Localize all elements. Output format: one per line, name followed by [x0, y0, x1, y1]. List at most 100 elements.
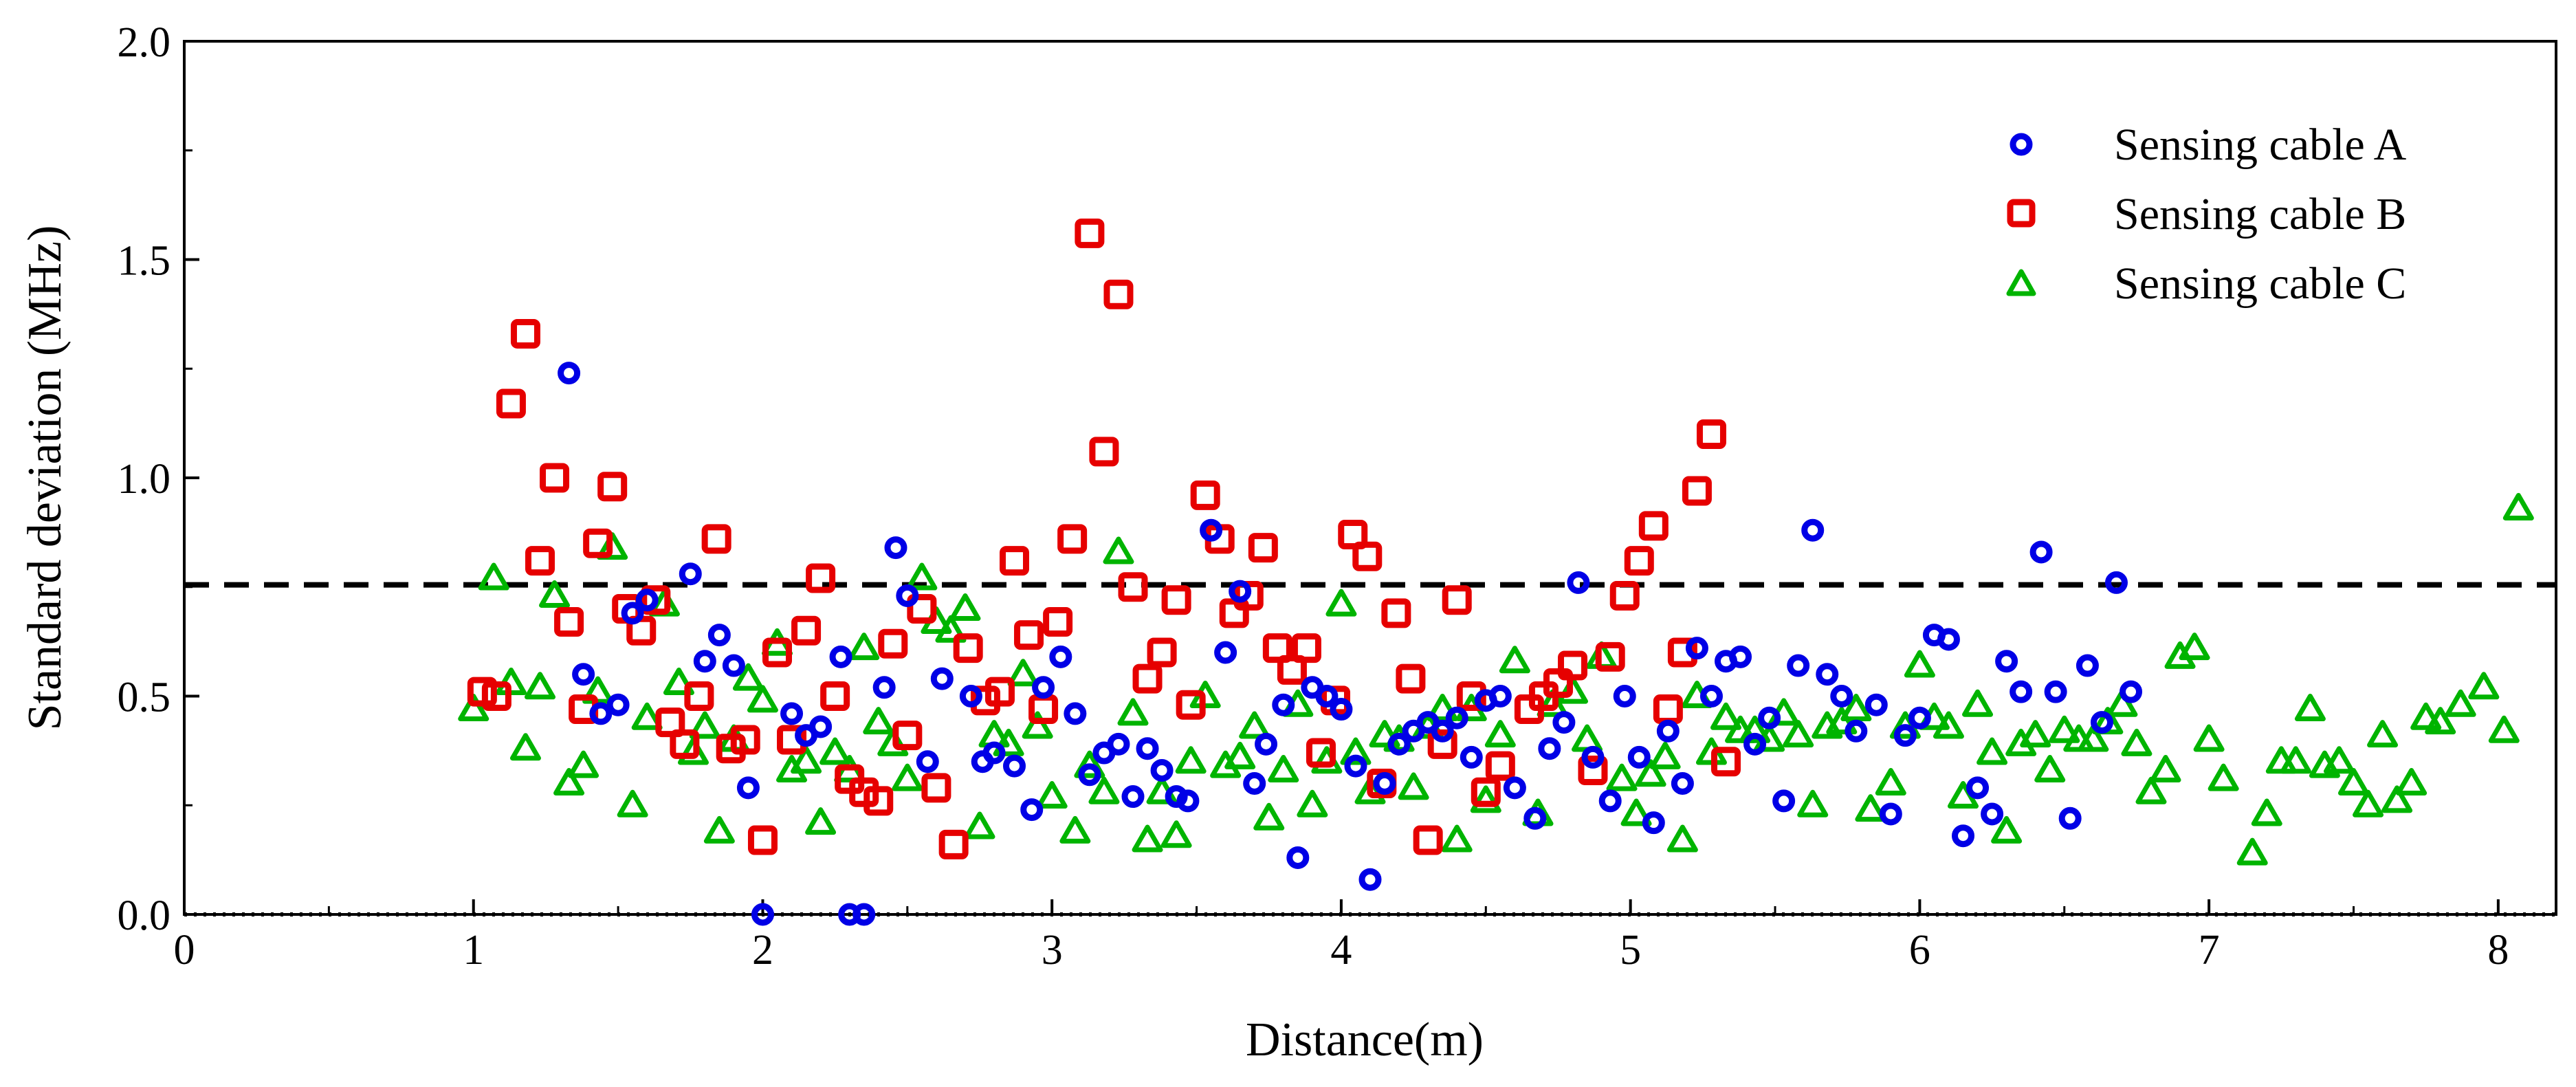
legend-item-sensing-cable-a[interactable]: Sensing cable A — [2010, 120, 2407, 170]
data-point — [1132, 663, 1163, 694]
data-point — [896, 584, 919, 607]
data-point — [1682, 476, 1712, 506]
x-tick-label: 0 — [174, 927, 195, 974]
data-point — [1253, 802, 1285, 831]
data-point — [1381, 598, 1411, 628]
data-point — [707, 624, 731, 647]
data-point — [478, 562, 509, 591]
data-point — [2121, 728, 2153, 756]
data-point — [1499, 646, 1530, 674]
data-point — [747, 825, 778, 855]
data-point — [621, 602, 644, 625]
y-tick-label: 1.0 — [118, 456, 171, 503]
data-points — [458, 218, 2534, 926]
data-point — [1783, 720, 1814, 748]
data-point — [1311, 746, 1343, 774]
data-point — [1175, 746, 1207, 774]
data-point — [2323, 746, 2355, 774]
data-point — [641, 585, 671, 615]
legend-item-sensing-cable-b[interactable]: Sensing cable B — [2007, 189, 2406, 239]
data-point — [1059, 815, 1091, 844]
data-point — [1485, 751, 1515, 781]
data-point — [780, 702, 804, 725]
series-sensing-cable-a — [558, 362, 2143, 926]
data-point — [1699, 685, 1723, 707]
data-point — [1743, 732, 1767, 756]
data-point — [2106, 689, 2138, 717]
data-point — [1032, 676, 1055, 699]
data-point — [1057, 524, 1088, 554]
data-point — [1962, 689, 1994, 717]
data-point — [1224, 741, 1256, 769]
data-point — [1711, 747, 1741, 777]
y-axis-title: Standard deviation (MHz) — [19, 226, 71, 731]
data-point — [1200, 518, 1223, 542]
data-point — [2120, 680, 2143, 703]
data-point — [1484, 720, 1516, 748]
x-axis: 0 1 2 3 4 5 6 7 8 — [174, 899, 2509, 974]
data-point — [878, 628, 908, 659]
data-point — [583, 528, 613, 558]
data-point — [1801, 518, 1825, 542]
data-point — [1937, 628, 1960, 651]
data-point — [1398, 772, 1429, 800]
data-point — [2193, 724, 2225, 752]
data-point — [1064, 702, 1087, 725]
data-point — [2410, 702, 2442, 730]
data-point — [1190, 480, 1220, 510]
data-point — [732, 663, 764, 691]
data-point — [776, 754, 808, 782]
data-point — [872, 676, 896, 699]
data-point — [1103, 279, 1134, 309]
data-point — [1352, 541, 1383, 571]
data-point — [1995, 650, 2018, 673]
x-tick-label: 5 — [1620, 927, 1641, 974]
data-point — [938, 829, 969, 859]
data-point — [884, 536, 907, 560]
data-point — [1442, 585, 1472, 615]
data-point — [1624, 546, 1654, 576]
data-point — [1581, 745, 1605, 769]
data-point — [1685, 637, 1708, 660]
data-point — [684, 681, 714, 711]
data-point — [1286, 846, 1310, 869]
data-point — [1879, 802, 1902, 826]
data-point — [1552, 711, 1576, 734]
x-tick-label: 3 — [1042, 927, 1063, 974]
y-tick-label: 0.5 — [118, 674, 171, 721]
data-point — [907, 594, 937, 624]
data-point — [525, 546, 555, 576]
data-point — [1840, 694, 1872, 722]
data-point — [2337, 768, 2369, 795]
data-point — [1306, 738, 1336, 768]
data-point — [806, 563, 836, 593]
data-point — [693, 650, 716, 673]
data-point — [820, 681, 850, 711]
data-point — [1445, 706, 1468, 729]
data-point — [2294, 694, 2326, 722]
data-point — [1635, 759, 1666, 787]
legend-item-sensing-cable-c[interactable]: Sensing cable C — [2006, 259, 2406, 309]
data-point — [1642, 811, 1665, 835]
data-point — [1875, 768, 1906, 795]
legend-label-a: Sensing cable A — [2114, 120, 2407, 170]
data-point — [703, 815, 735, 844]
data-point — [2425, 707, 2456, 735]
data-point — [930, 667, 954, 690]
data-point — [2208, 763, 2239, 791]
data-point — [1656, 719, 1680, 743]
y-tick-label: 0.0 — [118, 892, 171, 939]
data-point — [1043, 607, 1073, 637]
data-point — [1103, 536, 1134, 564]
data-point — [1855, 794, 1886, 822]
data-point — [1387, 732, 1411, 756]
data-point — [1797, 789, 1829, 817]
legend-label-c: Sensing cable C — [2114, 259, 2406, 309]
data-point — [1966, 776, 1990, 800]
x-tick-label: 6 — [1909, 927, 1930, 974]
data-point — [1671, 772, 1694, 795]
data-point — [1595, 641, 1625, 672]
data-point — [1613, 685, 1636, 707]
data-point — [2396, 768, 2428, 795]
data-point — [1710, 702, 1741, 730]
